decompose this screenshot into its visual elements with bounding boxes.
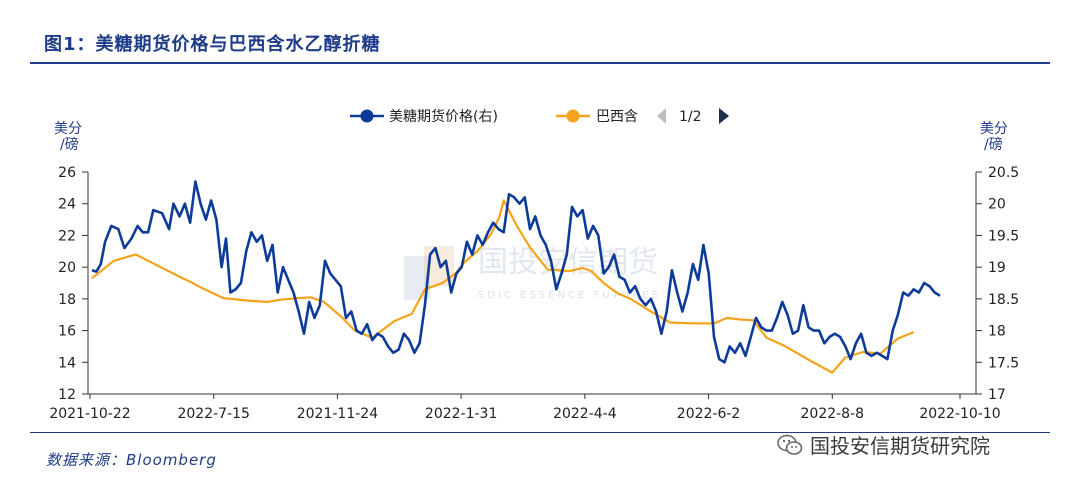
watermark-sub-text: SDIC ESSENCE FUTURES [478, 290, 661, 301]
right-tick-label: 20 [988, 197, 1006, 213]
x-tick-label: 2021-11-24 [297, 406, 378, 422]
legend-label-orange: 巴西含 [596, 109, 638, 125]
legend-marker-blue [360, 109, 374, 123]
watermark: 国投安信期货 SDIC ESSENCE FUTURES [404, 245, 661, 301]
wechat-label: 国投安信期货研究院 [810, 434, 990, 458]
right-tick-label: 18.5 [988, 292, 1019, 308]
right-tick-label: 19.5 [988, 228, 1019, 244]
legend: 美糖期货价格(右) 巴西含 1/2 [350, 108, 729, 125]
series-layer [91, 180, 941, 374]
series-line-brazil-ethanol [91, 199, 915, 374]
chart-area: 国投安信期货 SDIC ESSENCE FUTURES 美分 /磅 美分 /磅 … [49, 108, 1019, 422]
right-tick-label: 20.5 [988, 165, 1019, 181]
left-tick-label: 24 [58, 197, 76, 213]
left-tick-label: 18 [58, 292, 76, 308]
x-tick-label: 2022-4-4 [553, 406, 617, 422]
right-tick-label: 18 [988, 324, 1006, 340]
left-axis-unit-line2: /磅 [60, 136, 79, 153]
x-tick-label: 2022-6-2 [677, 406, 741, 422]
legend-prev-page-icon[interactable] [657, 108, 666, 124]
right-tick-label: 17 [988, 387, 1006, 403]
right-axis-unit-line2: /磅 [984, 136, 1003, 153]
left-tick-label: 16 [58, 324, 76, 340]
legend-marker-orange [566, 109, 580, 123]
legend-pager: 1/2 [679, 109, 702, 125]
wechat-badge: 国投安信期货研究院 [776, 430, 990, 459]
x-tick-label: 2022-10-10 [919, 406, 1000, 422]
left-axis-ticks: 12 14 16 18 20 22 24 26 [58, 165, 88, 403]
left-axis-unit-line1: 美分 [54, 121, 82, 137]
left-tick-label: 22 [58, 228, 76, 244]
series-line-sugar-futures [91, 180, 941, 364]
legend-label-blue: 美糖期货价格(右) [389, 108, 498, 125]
left-tick-label: 20 [58, 260, 76, 276]
x-tick-label: 2022-8-8 [801, 406, 865, 422]
left-tick-label: 14 [58, 355, 76, 371]
right-axis-ticks: 17 17.5 18 18.5 19 19.5 20 20.5 [976, 165, 1019, 403]
bottom-divider [30, 432, 1050, 433]
title-divider [30, 62, 1050, 64]
x-tick-label: 2022-1-31 [425, 406, 497, 422]
right-tick-label: 17.5 [988, 355, 1019, 371]
x-tick-label: 2021-10-22 [49, 406, 130, 422]
wechat-icon [777, 434, 803, 455]
source-note: 数据来源：Bloomberg [46, 451, 217, 469]
x-axis-ticks: 2021-10-22 2022-7-15 2021-11-24 2022-1-31 20… [49, 394, 1001, 422]
right-axis-unit-line1: 美分 [980, 121, 1008, 137]
right-tick-label: 19 [988, 260, 1006, 276]
left-tick-label: 26 [58, 165, 76, 181]
chart-title: 图1：美糖期货价格与巴西含水乙醇折糖 [44, 34, 381, 55]
left-tick-label: 12 [58, 387, 76, 403]
legend-next-page-icon[interactable] [719, 108, 729, 124]
x-tick-label: 2022-7-15 [177, 406, 249, 422]
